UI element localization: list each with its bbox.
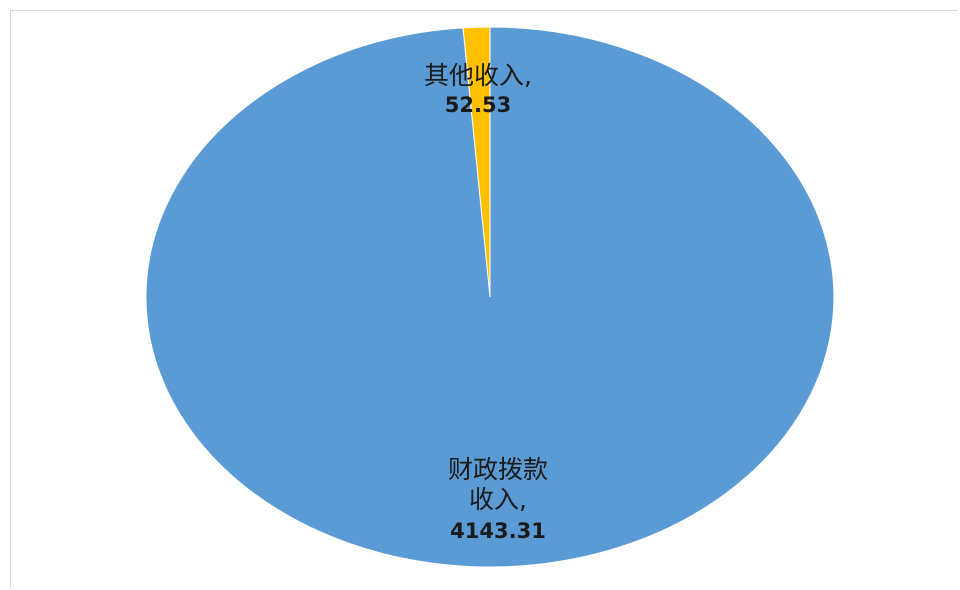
slice-label-value: 4143.31	[450, 519, 546, 543]
slice-label-value: 52.53	[445, 93, 511, 117]
slice-label-name: 收入,	[469, 485, 527, 514]
slice-label-name: 财政拨款	[448, 455, 548, 484]
slice-label-name: 其他收入,	[424, 61, 532, 90]
